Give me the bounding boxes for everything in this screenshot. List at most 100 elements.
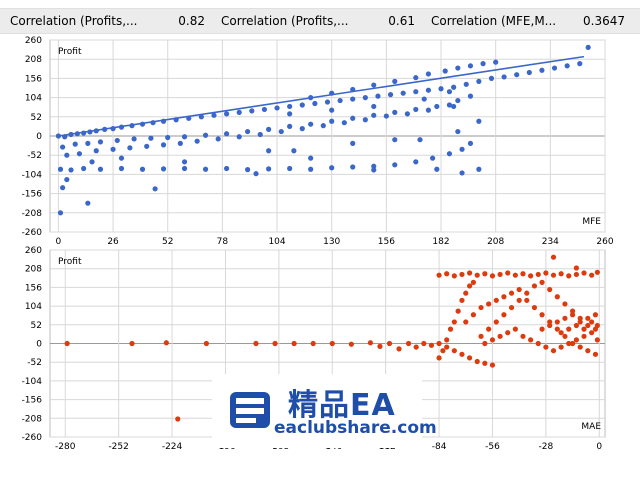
mfe-data-point xyxy=(245,128,251,135)
mae-data-point xyxy=(482,271,488,277)
mfe-data-point xyxy=(413,89,419,95)
mfe-data-point xyxy=(526,69,532,76)
mfe-data-point xyxy=(392,109,398,115)
mfe-trend-line xyxy=(58,55,585,137)
mae-data-point xyxy=(573,322,579,329)
mfe-data-point xyxy=(97,166,104,172)
mae-data-point xyxy=(466,355,473,361)
mfe-x-tick-label: 26 xyxy=(107,237,119,247)
mae-data-point xyxy=(501,294,507,300)
mfe-data-point xyxy=(387,92,394,98)
mae-data-point xyxy=(528,273,534,279)
mae-data-point xyxy=(589,272,595,278)
mfe-data-point xyxy=(476,78,482,84)
mfe-data-point xyxy=(501,74,507,80)
mfe-data-point xyxy=(85,140,91,146)
mae-data-point xyxy=(554,294,560,300)
mfe-y-tick-label: -208 xyxy=(22,209,43,219)
mae-data-point xyxy=(531,304,538,311)
mfe-data-point xyxy=(341,120,347,126)
mfe-data-point xyxy=(110,146,116,152)
mfe-data-point xyxy=(446,151,453,157)
mfe-data-point xyxy=(551,65,558,71)
mfe-data-point xyxy=(404,111,410,117)
mfe-data-point xyxy=(57,166,64,172)
mfe-data-point xyxy=(118,165,125,172)
mae-data-point xyxy=(474,272,480,278)
mfe-data-point xyxy=(81,165,87,172)
mfe-data-point xyxy=(425,107,432,113)
mfe-data-point xyxy=(392,78,398,84)
correlation-stats-bar: Correlation (Profits,... 0.82 Correlatio… xyxy=(0,8,640,34)
mfe-data-point xyxy=(160,142,167,148)
mae-y-tick-label: -104 xyxy=(22,377,43,387)
mae-data-point xyxy=(585,348,591,354)
mfe-data-point xyxy=(417,137,423,143)
mfe-data-point xyxy=(266,148,272,154)
mfe-data-point xyxy=(287,103,293,110)
mae-data-point xyxy=(577,344,583,350)
mae-data-point xyxy=(516,286,522,293)
mae-data-point xyxy=(577,315,583,321)
book-stack-icon xyxy=(230,392,270,428)
mae-data-point xyxy=(451,273,457,279)
mae-data-point xyxy=(459,297,465,303)
mae-data-point xyxy=(585,315,591,321)
mae-data-point xyxy=(444,271,450,277)
mfe-data-point xyxy=(202,132,209,138)
mfe-data-point xyxy=(564,63,570,69)
mae-data-point xyxy=(489,337,496,343)
mae-y-tick-label: 156 xyxy=(25,283,42,293)
mfe-y-tick-label: -260 xyxy=(22,228,43,238)
mae-data-point xyxy=(539,312,545,318)
mfe-data-point xyxy=(257,131,263,138)
mfe-data-point xyxy=(421,96,427,102)
mae-data-point xyxy=(558,344,564,350)
mae-data-point xyxy=(444,337,450,343)
mfe-data-point xyxy=(291,148,297,154)
mae-data-point xyxy=(594,337,600,343)
mfe-data-point xyxy=(114,137,120,144)
mfe-data-point xyxy=(476,118,482,124)
mae-y-axis-label: Profit xyxy=(58,257,82,267)
mfe-data-point xyxy=(434,166,440,172)
mae-data-point xyxy=(489,362,496,368)
mfe-data-point xyxy=(177,140,183,146)
mae-data-point xyxy=(573,337,579,343)
mfe-x-tick-label: 208 xyxy=(487,237,504,247)
mfe-data-point xyxy=(144,143,150,149)
mfe-data-point xyxy=(480,61,486,67)
mae-y-tick-label: 208 xyxy=(25,265,42,275)
mfe-data-point xyxy=(488,75,495,81)
mae-data-point xyxy=(436,272,442,278)
mfe-data-point xyxy=(287,123,293,129)
mae-data-point xyxy=(550,348,557,354)
mae-data-point xyxy=(329,340,335,347)
mfe-data-point xyxy=(446,89,453,95)
mfe-x-tick-label: 182 xyxy=(432,237,449,247)
mfe-data-point xyxy=(459,170,465,176)
mae-data-point xyxy=(447,326,454,332)
mfe-data-point xyxy=(131,136,137,142)
mfe-data-point xyxy=(299,126,305,132)
mae-data-point xyxy=(175,416,181,422)
mfe-data-point xyxy=(312,100,318,107)
mae-data-point xyxy=(594,269,600,275)
mfe-data-point xyxy=(476,166,482,172)
mae-y-tick-label: -260 xyxy=(22,433,43,443)
mfe-data-point xyxy=(425,71,432,77)
mfe-data-point xyxy=(308,166,314,172)
mae-data-point xyxy=(413,344,419,350)
mae-data-point xyxy=(396,346,402,352)
mae-y-tick-label: 52 xyxy=(31,321,42,331)
mfe-y-tick-label: 208 xyxy=(25,55,42,65)
mae-data-point xyxy=(459,351,465,357)
mfe-y-tick-label: 104 xyxy=(25,94,42,104)
mae-data-point xyxy=(512,272,518,278)
mfe-data-point xyxy=(236,109,242,115)
mae-data-point xyxy=(524,297,530,303)
mae-data-point xyxy=(558,271,564,277)
mae-data-point xyxy=(508,290,515,296)
mfe-data-point xyxy=(64,176,70,183)
mfe-data-point xyxy=(194,138,200,144)
